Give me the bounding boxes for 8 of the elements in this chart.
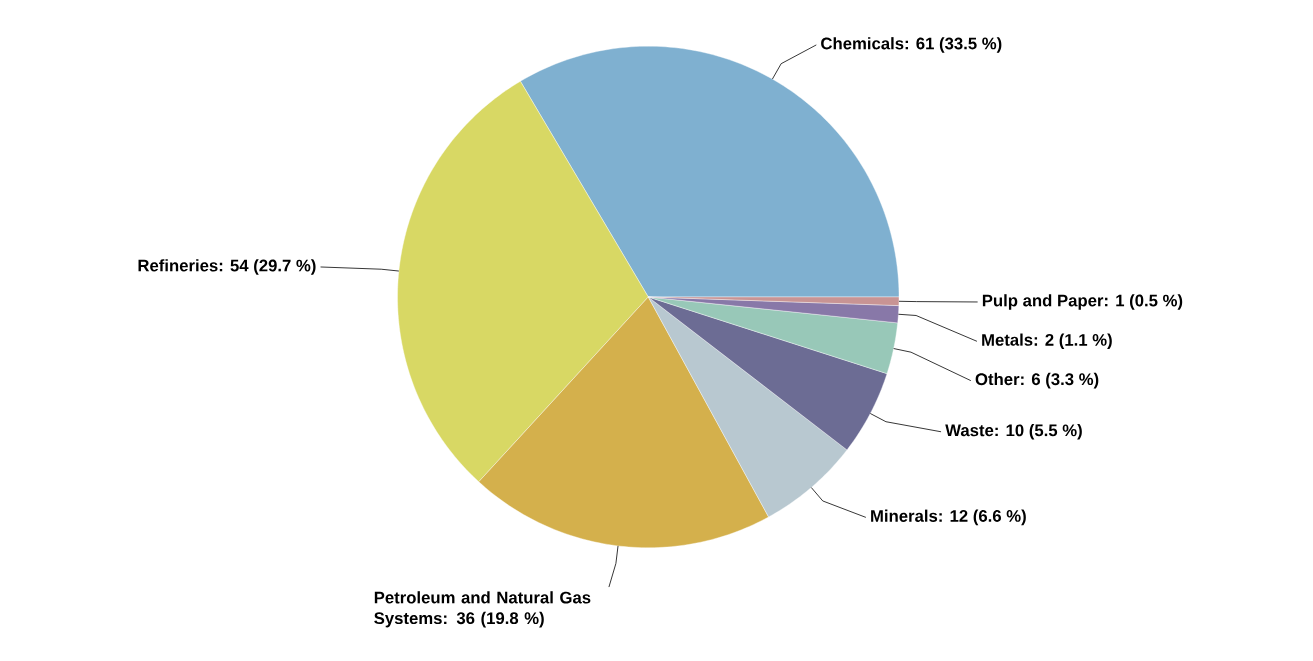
slice-label: Petroleum and Natural Gas Systems: 36 (19.8 %) [374, 591, 591, 628]
slice-label: Refineries: 54 (29.7 %) [138, 259, 316, 275]
slice-label: Chemicals: 61 (33.5 %) [821, 37, 1002, 53]
slice-label: Waste: 10 (5.5 %) [945, 424, 1082, 440]
slice-label: Pulp and Paper: 1 (0.5 %) [982, 294, 1183, 310]
slice-label: Minerals: 12 (6.6 %) [871, 509, 1026, 526]
slice-label: Other: 6 (3.3 %) [975, 372, 1099, 389]
slice-label: Metals: 2 (1.1 %) [982, 333, 1112, 350]
